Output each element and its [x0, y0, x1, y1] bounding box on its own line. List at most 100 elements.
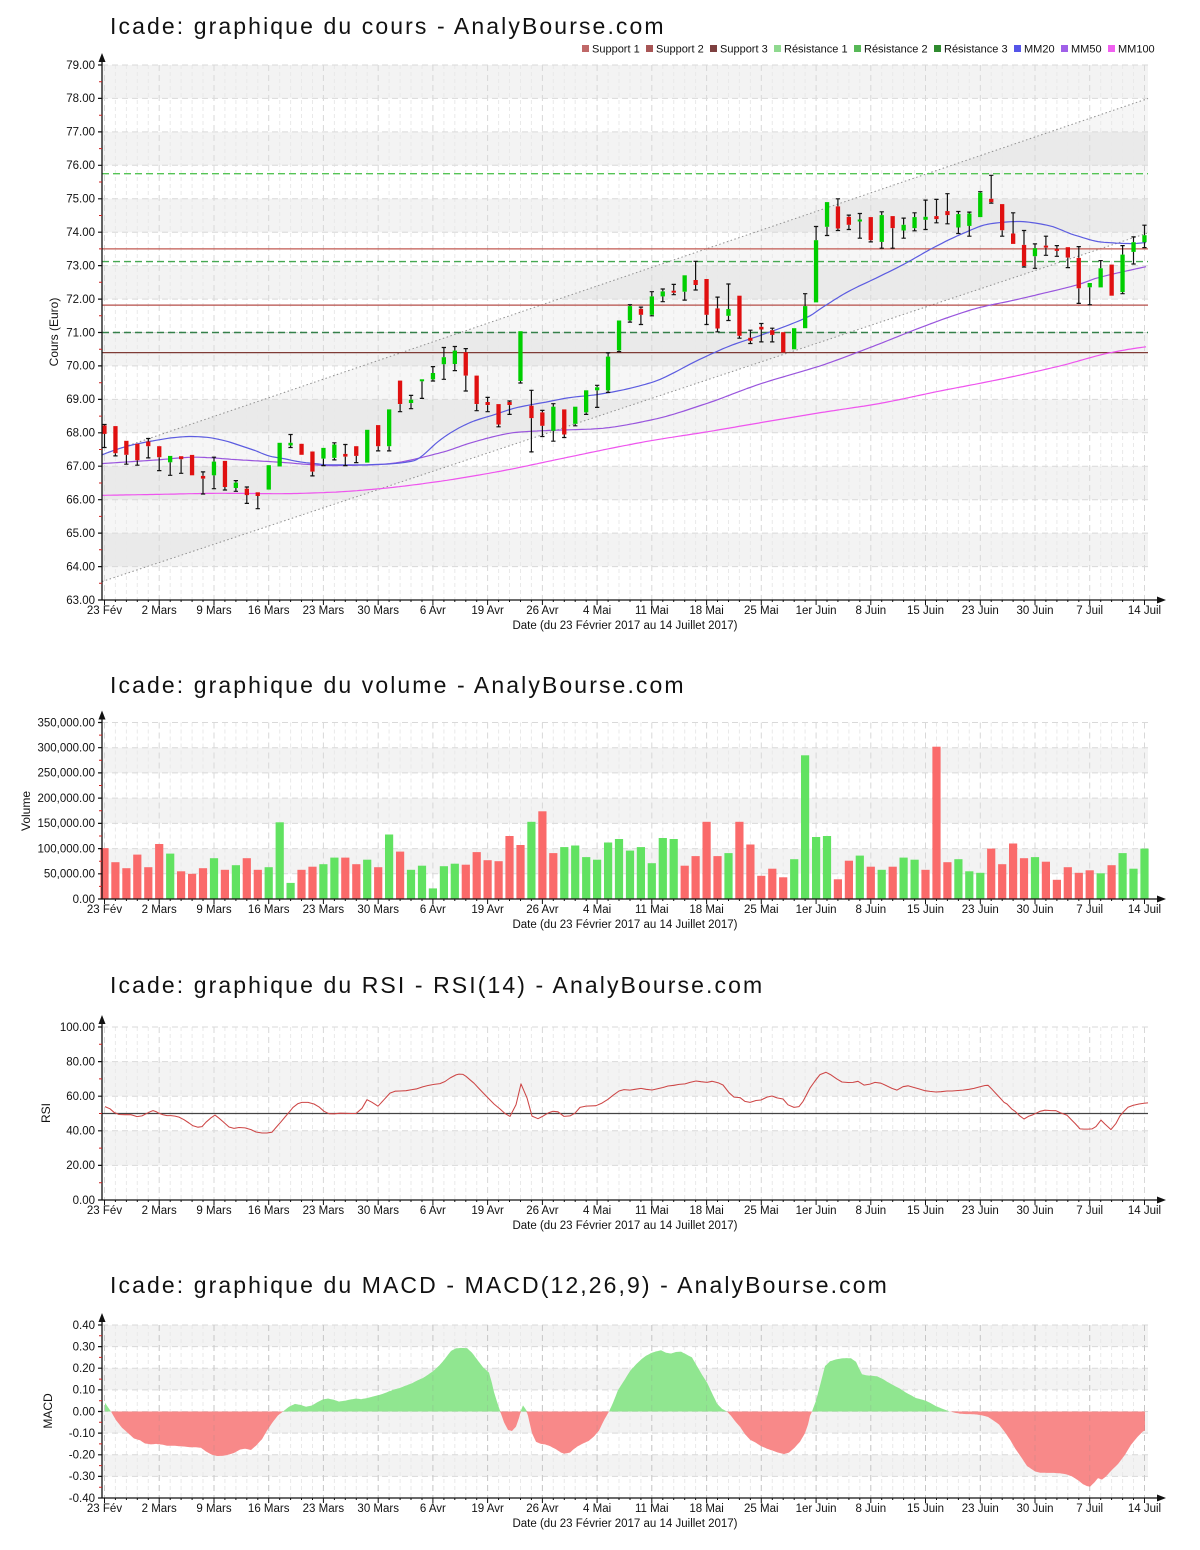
- svg-text:1er Juin: 1er Juin: [796, 904, 837, 916]
- svg-text:30 Mars: 30 Mars: [357, 1503, 399, 1515]
- svg-text:66.00: 66.00: [66, 495, 95, 507]
- svg-text:30 Mars: 30 Mars: [357, 605, 399, 617]
- svg-text:74.00: 74.00: [66, 227, 95, 239]
- svg-text:23 Juin: 23 Juin: [962, 904, 999, 916]
- svg-text:9 Mars: 9 Mars: [196, 904, 231, 916]
- svg-text:16 Mars: 16 Mars: [248, 1205, 290, 1217]
- svg-text:6 Avr: 6 Avr: [420, 1205, 446, 1217]
- svg-text:350,000.00: 350,000.00: [37, 717, 95, 729]
- svg-text:18 Mai: 18 Mai: [689, 605, 724, 617]
- svg-text:79.00: 79.00: [66, 60, 95, 72]
- svg-text:-0.30: -0.30: [69, 1471, 95, 1483]
- svg-text:18 Mai: 18 Mai: [689, 904, 724, 916]
- svg-text:Support 3: Support 3: [720, 44, 768, 56]
- svg-text:76.00: 76.00: [66, 160, 95, 172]
- svg-text:18 Mai: 18 Mai: [689, 1205, 724, 1217]
- svg-text:73.00: 73.00: [66, 260, 95, 272]
- svg-text:19 Avr: 19 Avr: [471, 1205, 504, 1217]
- svg-text:75.00: 75.00: [66, 194, 95, 206]
- svg-text:6 Avr: 6 Avr: [420, 904, 446, 916]
- svg-text:30 Mars: 30 Mars: [357, 1205, 399, 1217]
- svg-text:300,000.00: 300,000.00: [37, 743, 95, 755]
- svg-text:150,000.00: 150,000.00: [37, 818, 95, 830]
- svg-text:23 Mars: 23 Mars: [303, 1503, 345, 1515]
- svg-text:40.00: 40.00: [66, 1126, 95, 1138]
- svg-text:23 Mars: 23 Mars: [303, 1205, 345, 1217]
- svg-text:Icade: graphique du RSI - RSI(: Icade: graphique du RSI - RSI(14) - Anal…: [110, 972, 764, 998]
- svg-text:25 Mai: 25 Mai: [744, 605, 779, 617]
- svg-text:64.00: 64.00: [66, 561, 95, 573]
- svg-text:MACD: MACD: [41, 1393, 55, 1429]
- svg-text:26 Avr: 26 Avr: [526, 904, 559, 916]
- svg-text:Icade: graphique du MACD - MAC: Icade: graphique du MACD - MACD(12,26,9)…: [110, 1272, 889, 1298]
- svg-text:4 Mai: 4 Mai: [583, 904, 611, 916]
- svg-text:15 Juin: 15 Juin: [907, 904, 944, 916]
- svg-text:18 Mai: 18 Mai: [689, 1503, 724, 1515]
- svg-text:26 Avr: 26 Avr: [526, 1205, 559, 1217]
- svg-text:100.00: 100.00: [60, 1022, 95, 1034]
- svg-text:6 Avr: 6 Avr: [420, 605, 446, 617]
- svg-text:23 Juin: 23 Juin: [962, 1205, 999, 1217]
- svg-text:1er Juin: 1er Juin: [796, 1205, 837, 1217]
- svg-text:25 Mai: 25 Mai: [744, 1503, 779, 1515]
- svg-text:2 Mars: 2 Mars: [142, 904, 177, 916]
- svg-text:19 Avr: 19 Avr: [471, 1503, 504, 1515]
- svg-text:100,000.00: 100,000.00: [37, 843, 95, 855]
- svg-text:11 Mai: 11 Mai: [635, 1503, 669, 1515]
- svg-text:-0.10: -0.10: [69, 1428, 95, 1440]
- svg-text:11 Mai: 11 Mai: [635, 904, 669, 916]
- svg-text:30 Mars: 30 Mars: [357, 904, 399, 916]
- svg-text:23 Fév: 23 Fév: [87, 1205, 122, 1217]
- svg-text:80.00: 80.00: [66, 1056, 95, 1068]
- svg-text:Support 2: Support 2: [656, 44, 704, 56]
- svg-text:23 Juin: 23 Juin: [962, 1503, 999, 1515]
- svg-text:7 Juil: 7 Juil: [1076, 605, 1103, 617]
- svg-text:Icade: graphique du cours - An: Icade: graphique du cours - AnalyBourse.…: [110, 13, 666, 39]
- svg-text:4 Mai: 4 Mai: [583, 605, 611, 617]
- svg-text:Date (du 23 Février 2017 au 14: Date (du 23 Février 2017 au 14 Juillet 2…: [512, 1220, 737, 1232]
- svg-text:0.40: 0.40: [73, 1320, 95, 1332]
- svg-text:23 Fév: 23 Fév: [87, 1503, 122, 1515]
- svg-text:MM100: MM100: [1118, 44, 1155, 56]
- svg-text:23 Fév: 23 Fév: [87, 605, 122, 617]
- svg-text:1er Juin: 1er Juin: [796, 605, 837, 617]
- svg-text:Résistance 1: Résistance 1: [784, 44, 848, 56]
- svg-text:7 Juil: 7 Juil: [1076, 1503, 1103, 1515]
- svg-text:250,000.00: 250,000.00: [37, 768, 95, 780]
- svg-text:71.00: 71.00: [66, 327, 95, 339]
- svg-text:Cours (Euro): Cours (Euro): [47, 298, 61, 367]
- svg-text:9 Mars: 9 Mars: [196, 1205, 231, 1217]
- svg-text:14 Juil: 14 Juil: [1128, 904, 1161, 916]
- svg-text:15 Juin: 15 Juin: [907, 1503, 944, 1515]
- svg-text:7 Juil: 7 Juil: [1076, 904, 1103, 916]
- svg-text:0.00: 0.00: [73, 894, 95, 906]
- svg-text:6 Avr: 6 Avr: [420, 1503, 446, 1515]
- svg-text:67.00: 67.00: [66, 461, 95, 473]
- svg-text:-0.40: -0.40: [69, 1493, 95, 1505]
- svg-text:72.00: 72.00: [66, 294, 95, 306]
- svg-text:7 Juil: 7 Juil: [1076, 1205, 1103, 1217]
- svg-text:4 Mai: 4 Mai: [583, 1503, 611, 1515]
- svg-text:16 Mars: 16 Mars: [248, 605, 290, 617]
- svg-text:30 Juin: 30 Juin: [1016, 904, 1053, 916]
- svg-text:63.00: 63.00: [66, 595, 95, 607]
- svg-text:0.00: 0.00: [73, 1195, 95, 1207]
- svg-text:15 Juin: 15 Juin: [907, 605, 944, 617]
- svg-text:77.00: 77.00: [66, 127, 95, 139]
- svg-text:11 Mai: 11 Mai: [635, 605, 669, 617]
- svg-text:14 Juil: 14 Juil: [1128, 605, 1161, 617]
- svg-text:30 Juin: 30 Juin: [1016, 1503, 1053, 1515]
- svg-text:Support 1: Support 1: [592, 44, 640, 56]
- svg-text:11 Mai: 11 Mai: [635, 1205, 669, 1217]
- svg-text:RSI: RSI: [39, 1103, 53, 1123]
- svg-text:0.30: 0.30: [73, 1341, 95, 1353]
- svg-text:-0.20: -0.20: [69, 1450, 95, 1462]
- svg-text:Icade: graphique du volume - A: Icade: graphique du volume - AnalyBourse…: [110, 672, 686, 698]
- svg-text:14 Juil: 14 Juil: [1128, 1205, 1161, 1217]
- svg-text:2 Mars: 2 Mars: [142, 1503, 177, 1515]
- svg-text:65.00: 65.00: [66, 528, 95, 540]
- svg-text:8 Juin: 8 Juin: [855, 605, 886, 617]
- svg-text:9 Mars: 9 Mars: [196, 605, 231, 617]
- svg-text:9 Mars: 9 Mars: [196, 1503, 231, 1515]
- svg-text:26 Avr: 26 Avr: [526, 1503, 559, 1515]
